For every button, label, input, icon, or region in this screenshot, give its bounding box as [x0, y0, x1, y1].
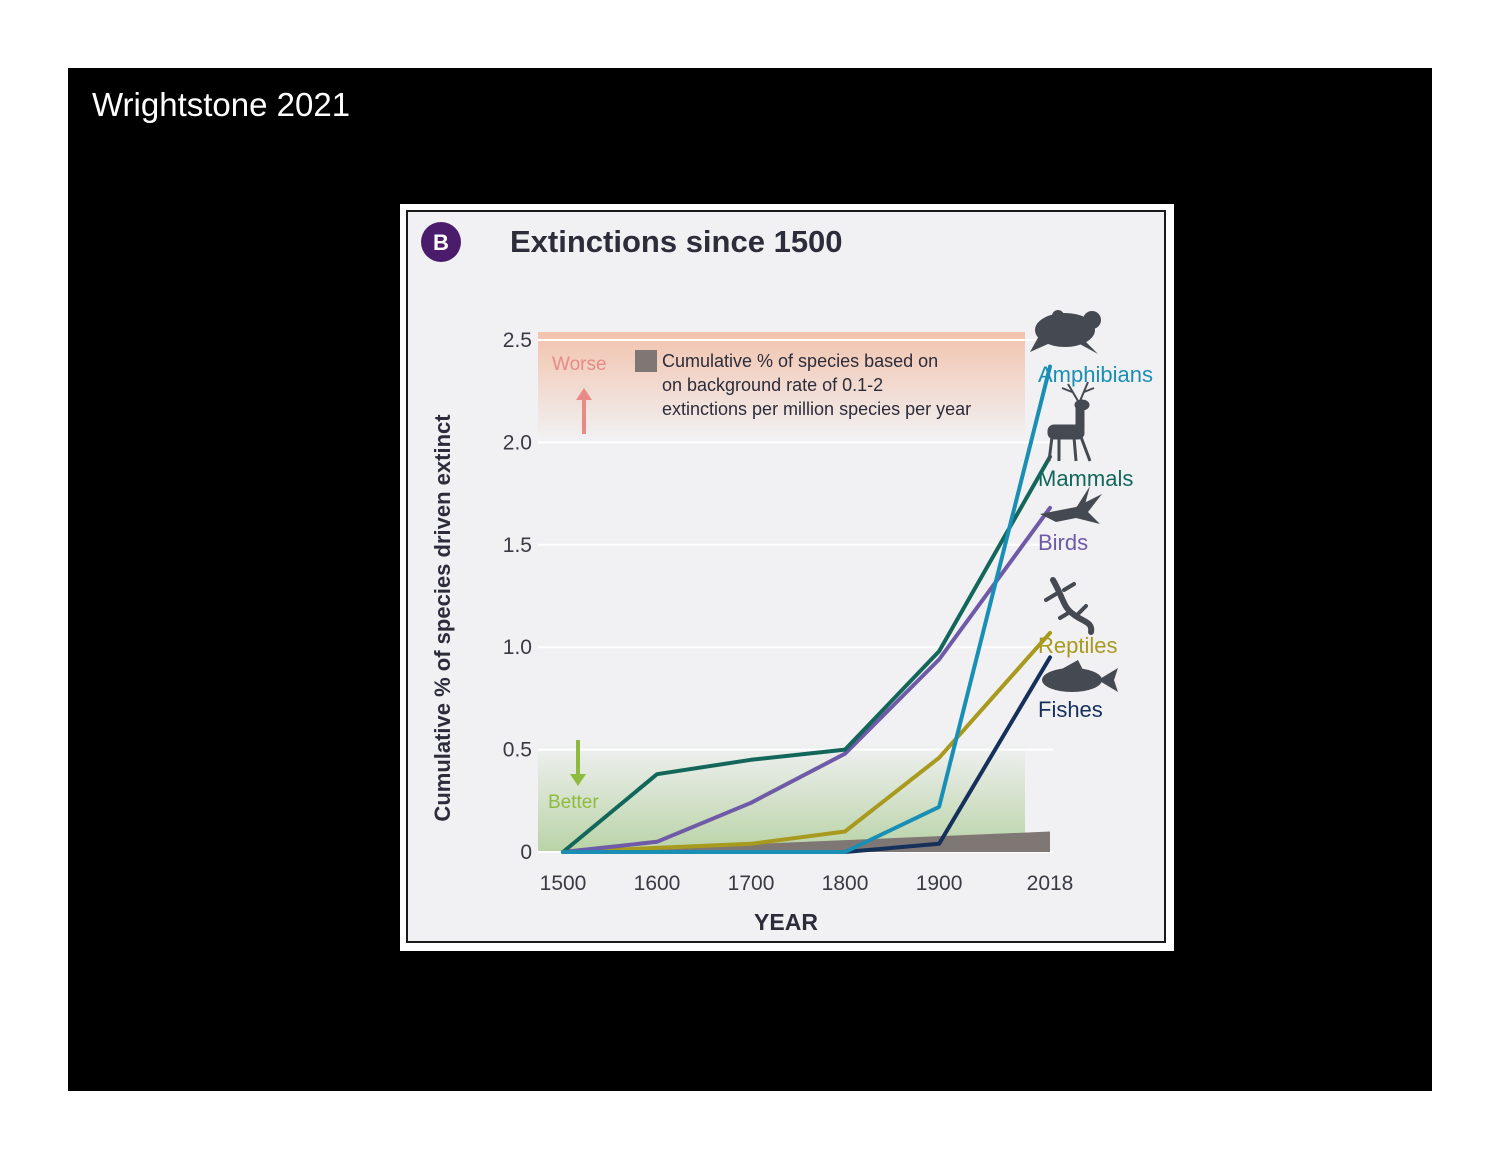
y-tick-label: 1.0	[503, 636, 532, 659]
series-line-amphibians	[561, 364, 1052, 854]
worse-arrow-icon	[576, 388, 592, 434]
worse-label: Worse	[552, 354, 607, 375]
bird-icon	[1040, 486, 1102, 524]
x-tick-label: 1800	[822, 872, 869, 895]
x-tick-label: 1500	[540, 872, 587, 895]
legend-text-line-3: extinctions per million species per year	[662, 399, 971, 419]
y-tick-label: 0.5	[503, 739, 532, 762]
figure-panel: 0 0.5 1.0 1.5 2.0 2.5 1500 1600 1700 1800 1900 201…	[406, 210, 1166, 943]
panel-badge	[421, 222, 461, 262]
y-tick-label: 1.5	[503, 534, 532, 557]
slide-title: Wrightstone 2021	[92, 86, 351, 123]
x-tick-label: 1700	[728, 872, 775, 895]
label-amphibians: Amphibians	[1038, 362, 1153, 387]
extinctions-chart: 0 0.5 1.0 1.5 2.0 2.5 1500 1600 1700 1800 1900 201…	[421, 222, 1153, 935]
deer-icon	[1047, 381, 1095, 462]
series-line-mammals	[561, 454, 1052, 854]
slide: Wrightstone 2021	[68, 68, 1432, 1091]
x-tick-label: 1900	[916, 872, 963, 895]
panel-badge-letter: B	[433, 230, 449, 255]
better-arrow-icon	[570, 740, 586, 786]
label-fishes: Fishes	[1038, 697, 1103, 722]
better-label: Better	[548, 792, 599, 813]
x-tick-label: 2018	[1027, 872, 1074, 895]
legend-text-line-2: on background rate of 0.1-2	[662, 375, 883, 395]
label-reptiles: Reptiles	[1038, 633, 1117, 658]
lizard-icon	[1044, 577, 1095, 635]
series-lines	[561, 364, 1052, 854]
y-axis-label: Cumulative % of species driven extinct	[430, 414, 455, 822]
series-line-birds	[561, 505, 1052, 854]
figure-frame: 0 0.5 1.0 1.5 2.0 2.5 1500 1600 1700 1800 1900 201…	[400, 204, 1174, 951]
chart-title: Extinctions since 1500	[510, 224, 843, 259]
legend-text-line-1: Cumulative % of species based on	[662, 351, 938, 371]
x-tick-label: 1600	[634, 872, 681, 895]
y-axis-ticks: 0 0.5 1.0 1.5 2.0 2.5	[503, 329, 532, 864]
label-birds: Birds	[1038, 530, 1088, 555]
label-mammals: Mammals	[1038, 466, 1133, 491]
legend-swatch	[635, 350, 657, 372]
fish-icon	[1042, 660, 1118, 692]
frog-icon	[1030, 310, 1101, 354]
x-axis-label: YEAR	[754, 909, 818, 935]
x-axis-ticks: 1500 1600 1700 1800 1900 2018	[540, 872, 1074, 895]
y-tick-label: 2.0	[503, 431, 532, 454]
y-tick-label: 0	[520, 841, 532, 864]
worse-band	[538, 332, 1025, 440]
y-tick-label: 2.5	[503, 329, 532, 352]
